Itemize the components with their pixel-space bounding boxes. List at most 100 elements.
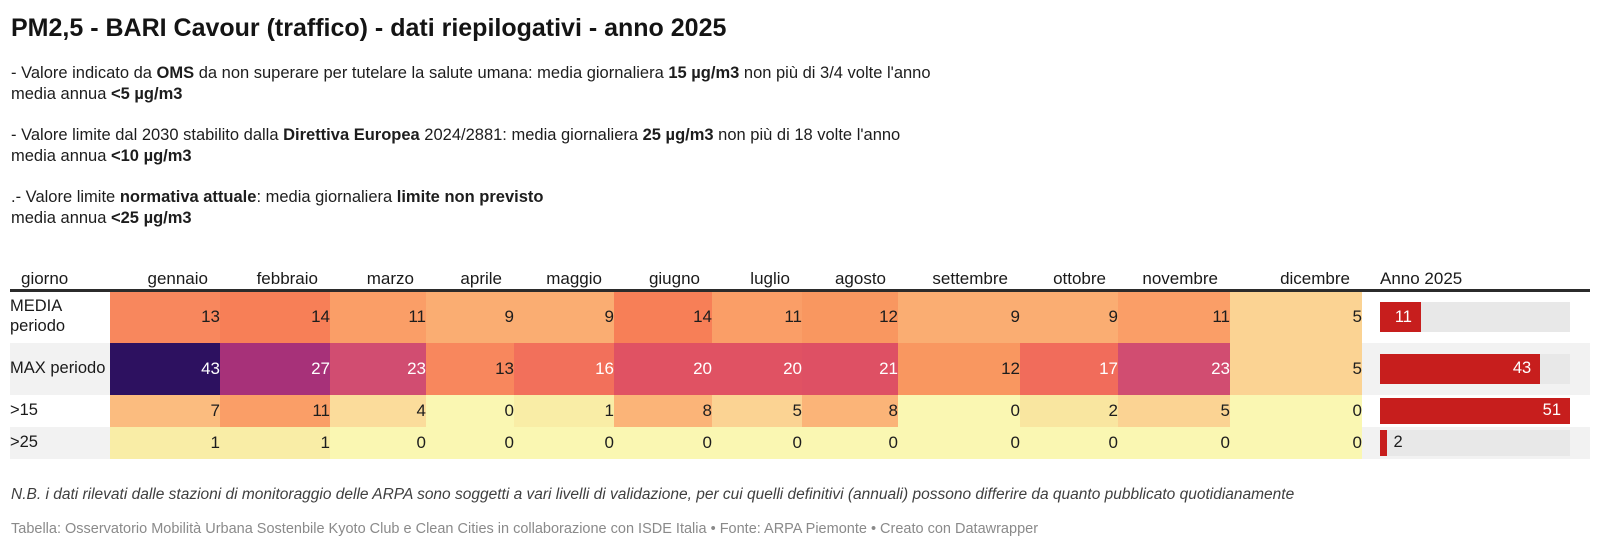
- text-segment-bold: 15 µg/m3: [668, 64, 740, 82]
- column-header-gennaio: gennaio: [110, 255, 220, 292]
- text-segment: media annua: [11, 147, 111, 165]
- text-segment: media annua: [11, 85, 111, 103]
- heatmap-cell: 9: [1020, 290, 1118, 343]
- heatmap-cell: 7: [110, 394, 220, 427]
- row-label: >15: [10, 394, 110, 427]
- heatmap-cell: 27: [220, 342, 330, 395]
- text-segment-bold: <5 µg/m3: [111, 85, 183, 103]
- column-header-agosto: agosto: [802, 255, 898, 292]
- limit-oms-text: - Valore indicato da OMS da non superare…: [11, 63, 1590, 105]
- column-header-giorno: giorno: [10, 255, 110, 292]
- bar-value-label: 11: [1394, 307, 1412, 326]
- heatmap-cell: 9: [898, 290, 1020, 343]
- heatmap-cell: 2: [1020, 394, 1118, 427]
- text-segment: non più di 18 volte l'anno: [713, 126, 901, 144]
- text-segment: non più di 3/4 volte l'anno: [739, 64, 931, 82]
- bar-fill: [1380, 397, 1570, 424]
- heatmap-cell: 12: [802, 290, 898, 343]
- column-header-maggio: maggio: [514, 255, 614, 292]
- column-header-luglio: luglio: [712, 255, 802, 292]
- heatmap-cell: 14: [220, 290, 330, 343]
- heatmap-cell: 11: [220, 394, 330, 427]
- heatmap-cell: 0: [1230, 394, 1362, 427]
- heatmap-cell: 20: [614, 342, 712, 395]
- row-label: MEDIA periodo: [10, 290, 110, 343]
- table-row: >25 1 1 0 0 0 0 0 0 0 0 0 0 2: [10, 426, 1590, 459]
- column-header-giugno: giugno: [614, 255, 712, 292]
- column-header-dicembre: dicembre: [1230, 255, 1362, 292]
- heatmap-cell: 5: [1230, 290, 1362, 343]
- table-body: MEDIA periodo 13 14 11 9 9 14 11 12 9 9 11 5 11 MAX pe…: [10, 290, 1590, 459]
- bar-value-label: 43: [1512, 359, 1532, 377]
- heatmap-cell: 5: [1118, 394, 1230, 427]
- heatmap-cell: 0: [1020, 426, 1118, 459]
- column-header-febbraio: febbraio: [220, 255, 330, 292]
- heatmap-cell: 17: [1020, 342, 1118, 395]
- table-row: MEDIA periodo 13 14 11 9 9 14 11 12 9 9 11 5 11: [10, 290, 1590, 343]
- text-segment-bold: <10 µg/m3: [111, 147, 192, 165]
- heatmap-cell: 0: [426, 426, 514, 459]
- bar-fill: [1380, 353, 1541, 384]
- anno-bar-cell: 2: [1362, 426, 1590, 459]
- page-title: PM2,5 - BARI Cavour (traffico) - dati ri…: [11, 14, 727, 42]
- row-label: >25: [10, 426, 110, 459]
- column-header-marzo: marzo: [330, 255, 426, 292]
- heatmap-cell: 1: [514, 394, 614, 427]
- heatmap-cell: 11: [1118, 290, 1230, 343]
- heatmap-cell: 14: [614, 290, 712, 343]
- text-segment: media annua: [11, 209, 111, 227]
- heatmap-cell: 1: [110, 426, 220, 459]
- limit-current-text: .- Valore limite normativa attuale: medi…: [11, 187, 1590, 229]
- anno-bar-cell: 43: [1362, 342, 1590, 395]
- table-header-row: giorno gennaio febbraio marzo aprile maggio gi…: [10, 255, 1590, 292]
- text-segment: da non superare per tutelare la salute u…: [194, 64, 669, 82]
- heatmap-cell: 20: [712, 342, 802, 395]
- heatmap-cell: 0: [898, 394, 1020, 427]
- heatmap-cell: 8: [614, 394, 712, 427]
- heatmap-cell: 8: [802, 394, 898, 427]
- column-header-ottobre: ottobre: [1020, 255, 1118, 292]
- heatmap-cell: 4: [330, 394, 426, 427]
- heatmap-cell: 9: [426, 290, 514, 343]
- bar-track: 2: [1380, 429, 1570, 456]
- heatmap-cell: 16: [514, 342, 614, 395]
- column-header-aprile: aprile: [426, 255, 514, 292]
- pm25-summary-table: giorno gennaio febbraio marzo aprile maggio gi…: [10, 255, 1590, 459]
- bar-track: 51: [1380, 397, 1570, 424]
- limits-description: - Valore indicato da OMS da non superare…: [10, 63, 1590, 229]
- table-row: MAX periodo 43 27 23 13 16 20 20 21 12 17 23 5 43: [10, 342, 1590, 395]
- text-segment: - Valore limite dal 2030 stabilito dalla: [11, 126, 284, 144]
- heatmap-cell: 0: [514, 426, 614, 459]
- column-header-anno-2025: Anno 2025: [1362, 255, 1590, 292]
- heatmap-cell: 12: [898, 342, 1020, 395]
- bar-fill: [1380, 429, 1388, 456]
- heatmap-cell: 23: [1118, 342, 1230, 395]
- table-header: giorno gennaio febbraio marzo aprile maggio gi…: [10, 255, 1590, 292]
- text-segment-bold: limite non previsto: [396, 188, 544, 206]
- heatmap-cell: 43: [110, 342, 220, 395]
- source-caption: Tabella: Osservatorio Mobilità Urbana So…: [11, 520, 1039, 537]
- heatmap-cell: 0: [330, 426, 426, 459]
- heatmap-cell: 21: [802, 342, 898, 395]
- heatmap-cell: 0: [614, 426, 712, 459]
- heatmap-cell: 0: [1118, 426, 1230, 459]
- heatmap-cell: 1: [220, 426, 330, 459]
- text-segment-bold: Direttiva Europea: [283, 126, 420, 144]
- bar-value-label: 51: [1542, 401, 1561, 419]
- heatmap-cell: 9: [514, 290, 614, 343]
- heatmap-cell: 13: [110, 290, 220, 343]
- bar-value-label: 2: [1393, 433, 1403, 451]
- column-header-settembre: settembre: [898, 255, 1020, 292]
- column-header-novembre: novembre: [1118, 255, 1230, 292]
- text-segment: - Valore indicato da: [11, 64, 157, 82]
- heatmap-cell: 0: [898, 426, 1020, 459]
- heatmap-cell: 0: [1230, 426, 1362, 459]
- text-segment-bold: <25 µg/m3: [111, 209, 192, 227]
- anno-bar-cell: 51: [1362, 394, 1590, 427]
- validation-note: N.B. i dati rilevati dalle stazioni di m…: [11, 485, 1295, 503]
- heatmap-cell: 0: [426, 394, 514, 427]
- table-row: >15 7 11 4 0 1 8 5 8 0 2 5 0 51: [10, 394, 1590, 427]
- limit-eu-text: - Valore limite dal 2030 stabilito dalla…: [11, 125, 1590, 167]
- heatmap-cell: 13: [426, 342, 514, 395]
- heatmap-cell: 0: [712, 426, 802, 459]
